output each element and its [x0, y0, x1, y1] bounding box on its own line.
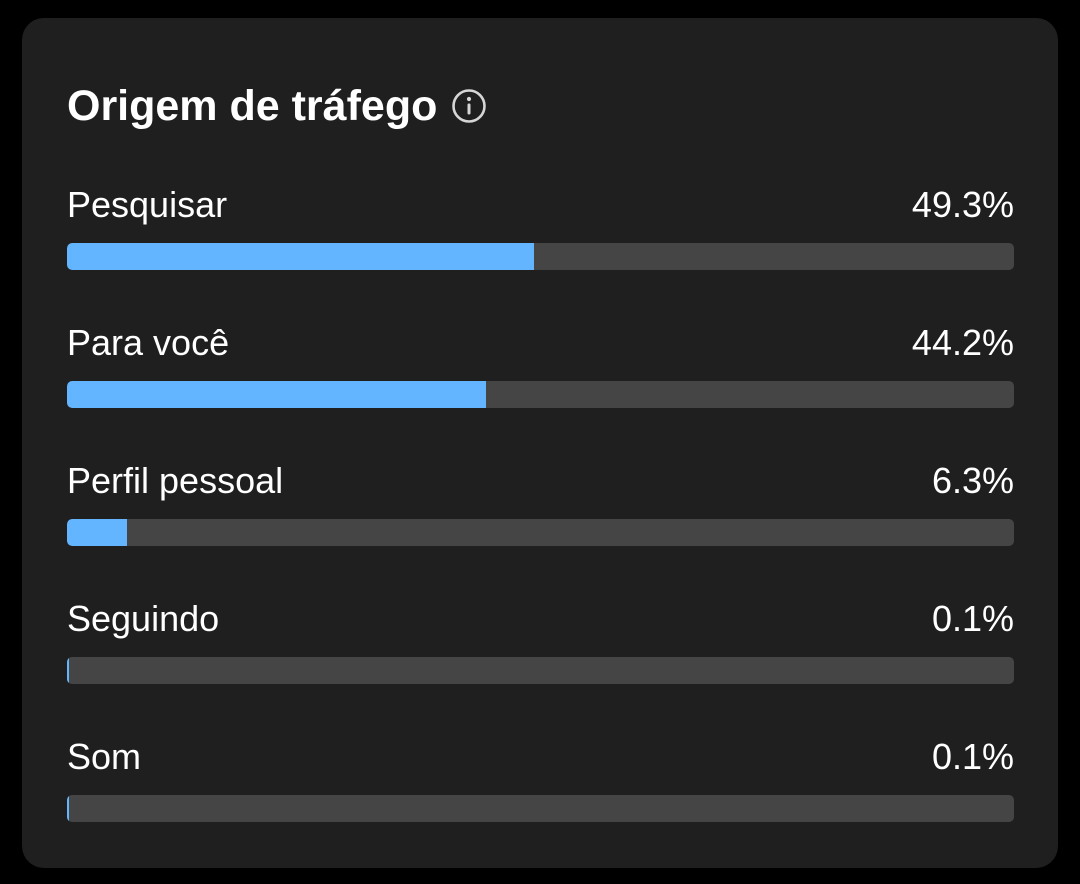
traffic-row-seguindo: Seguindo 0.1% [67, 595, 1014, 684]
progress-fill [67, 657, 69, 684]
traffic-label: Perfil pessoal [67, 460, 284, 501]
traffic-row-perfil-pessoal: Perfil pessoal 6.3% [67, 457, 1014, 546]
traffic-row-som: Som 0.1% [67, 733, 1014, 822]
traffic-row-para-voce: Para você 44.2% [67, 319, 1014, 408]
progress-track [67, 243, 1014, 270]
traffic-source-card: Origem de tráfego Pesquisar 49.3% Para v… [22, 18, 1058, 868]
progress-track [67, 795, 1014, 822]
card-header: Origem de tráfego [67, 82, 487, 130]
card-title: Origem de tráfego [67, 82, 438, 130]
info-circle-icon[interactable] [451, 88, 487, 124]
progress-track [67, 657, 1014, 684]
traffic-value: 0.1% [931, 736, 1014, 777]
progress-track [67, 519, 1014, 546]
traffic-value: 44.2% [911, 322, 1014, 363]
traffic-value: 6.3% [931, 460, 1014, 501]
traffic-label: Para você [67, 322, 230, 363]
progress-fill [67, 795, 69, 822]
progress-fill [67, 519, 127, 546]
progress-fill [67, 243, 534, 270]
traffic-value: 49.3% [911, 184, 1014, 225]
progress-track [67, 381, 1014, 408]
traffic-label: Som [67, 736, 142, 777]
progress-fill [67, 381, 486, 408]
traffic-label: Pesquisar [67, 184, 228, 225]
traffic-value: 0.1% [931, 598, 1014, 639]
traffic-label: Seguindo [67, 598, 220, 639]
traffic-row-pesquisar: Pesquisar 49.3% [67, 181, 1014, 270]
